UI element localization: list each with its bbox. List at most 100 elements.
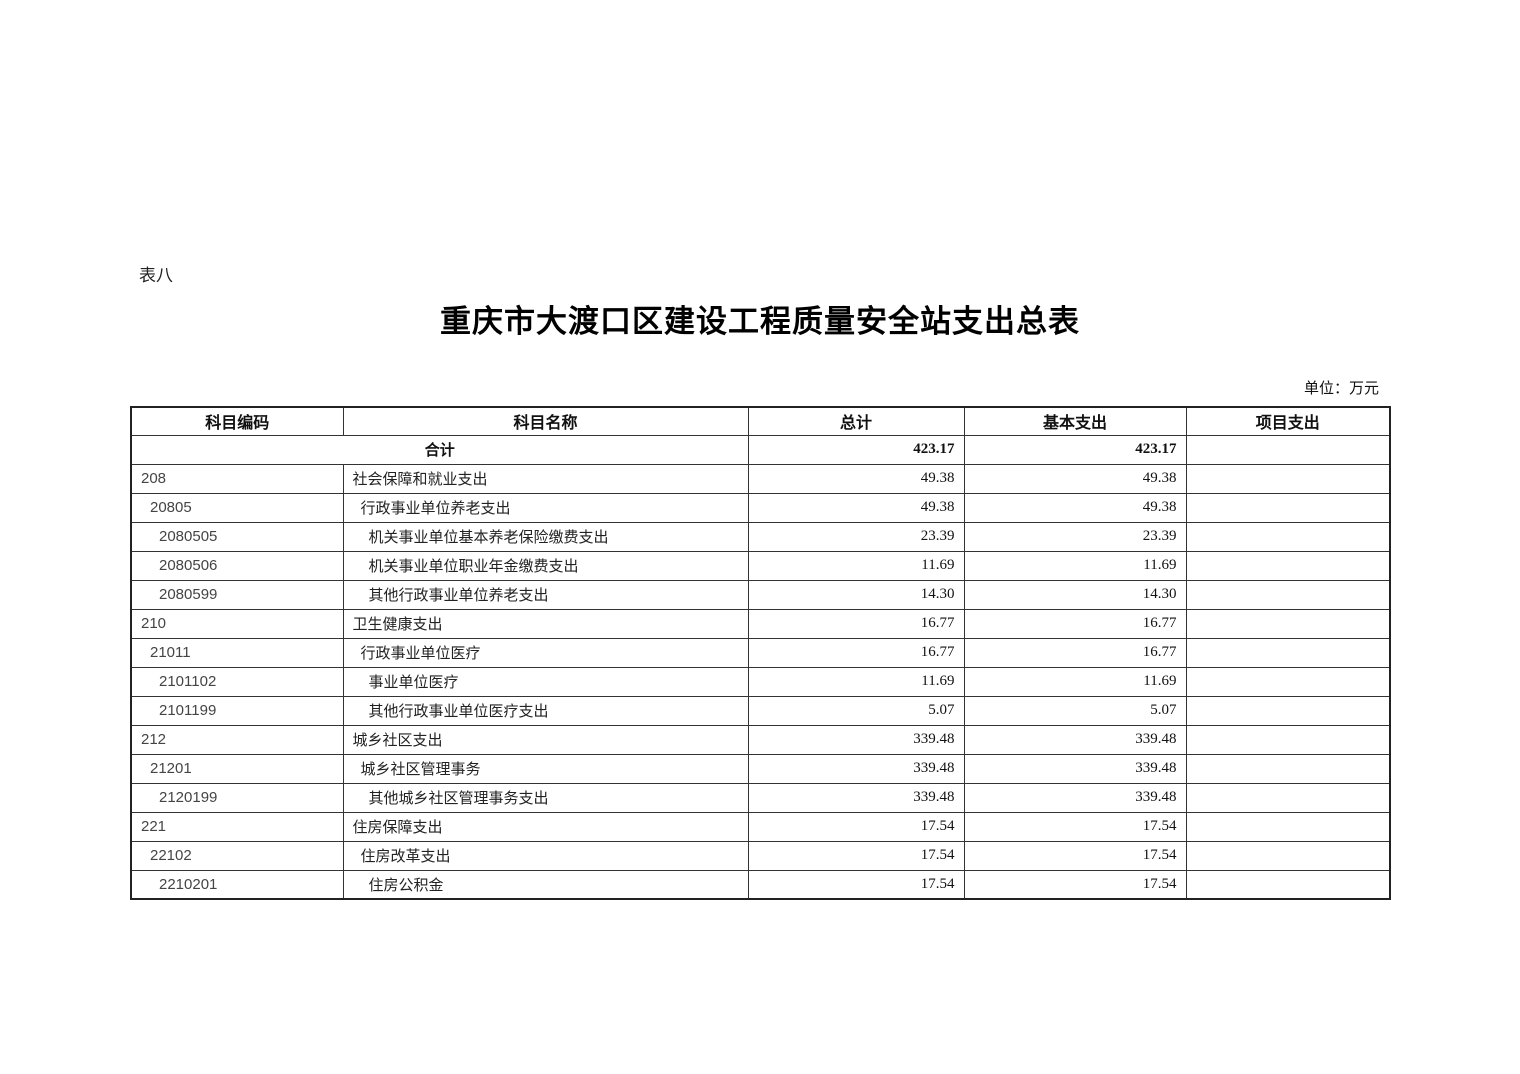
cell-subject-code: 20805 bbox=[130, 492, 344, 523]
table-row: 2080506 机关事业单位职业年金缴费支出 11.69 11.69 bbox=[130, 550, 1391, 581]
cell-total: 49.38 bbox=[747, 463, 965, 494]
header-row: 科目编码 科目名称 总计 基本支出 项目支出 bbox=[130, 406, 1391, 436]
column-header-total: 总计 bbox=[747, 406, 965, 436]
table-row: 20805 行政事业单位养老支出 49.38 49.38 bbox=[130, 492, 1391, 523]
cell-total: 16.77 bbox=[747, 637, 965, 668]
column-header-subject-code: 科目编码 bbox=[130, 406, 344, 436]
cell-subject-code: 221 bbox=[130, 811, 344, 842]
cell-subject-code: 2080506 bbox=[130, 550, 344, 581]
table-row: 21011 行政事业单位医疗 16.77 16.77 bbox=[130, 637, 1391, 668]
cell-basic-expenditure: 49.38 bbox=[963, 463, 1187, 494]
column-header-subject-name: 科目名称 bbox=[342, 406, 749, 436]
cell-project-expenditure bbox=[1185, 869, 1391, 900]
cell-project-expenditure bbox=[1185, 753, 1391, 784]
cell-basic-expenditure: 339.48 bbox=[963, 724, 1187, 755]
table-row: 2101102 事业单位医疗 11.69 11.69 bbox=[130, 666, 1391, 697]
table-number-label: 表八 bbox=[139, 266, 173, 285]
cell-basic-expenditure: 339.48 bbox=[963, 782, 1187, 813]
cell-subject-code: 210 bbox=[130, 608, 344, 639]
cell-basic-expenditure: 23.39 bbox=[963, 521, 1187, 552]
cell-subject-name: 事业单位医疗 bbox=[342, 666, 749, 697]
cell-total: 339.48 bbox=[747, 753, 965, 784]
cell-subject-name: 卫生健康支出 bbox=[342, 608, 749, 639]
cell-subject-code: 2101199 bbox=[130, 695, 344, 726]
cell-total: 11.69 bbox=[747, 550, 965, 581]
cell-project-expenditure bbox=[1185, 579, 1391, 610]
cell-project-expenditure bbox=[1185, 608, 1391, 639]
table-row: 212 城乡社区支出 339.48 339.48 bbox=[130, 724, 1391, 755]
table-row: 21201 城乡社区管理事务 339.48 339.48 bbox=[130, 753, 1391, 784]
cell-subject-name: 机关事业单位基本养老保险缴费支出 bbox=[342, 521, 749, 552]
cell-total: 339.48 bbox=[747, 782, 965, 813]
column-header-project-expenditure: 项目支出 bbox=[1185, 406, 1391, 436]
cell-subject-name: 机关事业单位职业年金缴费支出 bbox=[342, 550, 749, 581]
cell-subject-name: 其他行政事业单位养老支出 bbox=[342, 579, 749, 610]
cell-subject-name: 城乡社区管理事务 bbox=[342, 753, 749, 784]
cell-total: 11.69 bbox=[747, 666, 965, 697]
cell-project-expenditure bbox=[1185, 666, 1391, 697]
cell-basic-expenditure: 339.48 bbox=[963, 753, 1187, 784]
cell-subject-name: 行政事业单位医疗 bbox=[342, 637, 749, 668]
cell-basic-expenditure: 16.77 bbox=[963, 637, 1187, 668]
table-row: 210 卫生健康支出 16.77 16.77 bbox=[130, 608, 1391, 639]
cell-project-expenditure bbox=[1185, 463, 1391, 494]
cell-subject-name: 行政事业单位养老支出 bbox=[342, 492, 749, 523]
cell-project-expenditure bbox=[1185, 521, 1391, 552]
cell-total: 49.38 bbox=[747, 492, 965, 523]
cell-total: 17.54 bbox=[747, 811, 965, 842]
cell-project-expenditure bbox=[1185, 550, 1391, 581]
cell-project-expenditure bbox=[1185, 492, 1391, 523]
cell-subject-code: 212 bbox=[130, 724, 344, 755]
cell-subject-code: 2120199 bbox=[130, 782, 344, 813]
cell-total: 17.54 bbox=[747, 840, 965, 871]
cell-subject-name: 社会保障和就业支出 bbox=[342, 463, 749, 494]
cell-total: 14.30 bbox=[747, 579, 965, 610]
expenditure-table: 科目编码 科目名称 总计 基本支出 项目支出 合计 423.17 423.17 … bbox=[130, 406, 1391, 900]
cell-total: 16.77 bbox=[747, 608, 965, 639]
cell-subject-name: 住房保障支出 bbox=[342, 811, 749, 842]
cell-subject-code: 2210201 bbox=[130, 869, 344, 900]
table-row: 2120199 其他城乡社区管理事务支出 339.48 339.48 bbox=[130, 782, 1391, 813]
cell-total: 339.48 bbox=[747, 724, 965, 755]
table-row: 2210201 住房公积金 17.54 17.54 bbox=[130, 869, 1391, 900]
table-row: 2101199 其他行政事业单位医疗支出 5.07 5.07 bbox=[130, 695, 1391, 726]
cell-subject-name: 城乡社区支出 bbox=[342, 724, 749, 755]
cell-basic-expenditure: 17.54 bbox=[963, 840, 1187, 871]
cell-subject-code: 21011 bbox=[130, 637, 344, 668]
cell-basic-expenditure: 14.30 bbox=[963, 579, 1187, 610]
cell-basic-expenditure: 17.54 bbox=[963, 869, 1187, 900]
cell-basic-expenditure: 16.77 bbox=[963, 608, 1187, 639]
cell-basic-expenditure: 11.69 bbox=[963, 550, 1187, 581]
cell-subject-name: 住房改革支出 bbox=[342, 840, 749, 871]
cell-project-expenditure bbox=[1185, 840, 1391, 871]
cell-subject-code: 2101102 bbox=[130, 666, 344, 697]
table-row: 2080599 其他行政事业单位养老支出 14.30 14.30 bbox=[130, 579, 1391, 610]
total-row: 合计 423.17 423.17 bbox=[130, 434, 1391, 465]
cell-subject-code: 2080505 bbox=[130, 521, 344, 552]
cell-subject-name: 其他城乡社区管理事务支出 bbox=[342, 782, 749, 813]
cell-basic-expenditure: 17.54 bbox=[963, 811, 1187, 842]
cell-total: 5.07 bbox=[747, 695, 965, 726]
cell-subject-name: 住房公积金 bbox=[342, 869, 749, 900]
cell-subject-code: 21201 bbox=[130, 753, 344, 784]
total-row-label: 合计 bbox=[130, 434, 749, 465]
table-row: 221 住房保障支出 17.54 17.54 bbox=[130, 811, 1391, 842]
cell-subject-code: 208 bbox=[130, 463, 344, 494]
cell-subject-name: 其他行政事业单位医疗支出 bbox=[342, 695, 749, 726]
total-row-project bbox=[1185, 434, 1391, 465]
cell-basic-expenditure: 11.69 bbox=[963, 666, 1187, 697]
cell-project-expenditure bbox=[1185, 695, 1391, 726]
cell-total: 17.54 bbox=[747, 869, 965, 900]
cell-total: 23.39 bbox=[747, 521, 965, 552]
cell-project-expenditure bbox=[1185, 724, 1391, 755]
cell-subject-code: 2080599 bbox=[130, 579, 344, 610]
table-row: 22102 住房改革支出 17.54 17.54 bbox=[130, 840, 1391, 871]
cell-project-expenditure bbox=[1185, 811, 1391, 842]
total-row-basic: 423.17 bbox=[963, 434, 1187, 465]
page-title: 重庆市大渡口区建设工程质量安全站支出总表 bbox=[440, 304, 1080, 339]
table-row: 208 社会保障和就业支出 49.38 49.38 bbox=[130, 463, 1391, 494]
total-row-total: 423.17 bbox=[747, 434, 965, 465]
cell-project-expenditure bbox=[1185, 782, 1391, 813]
cell-basic-expenditure: 49.38 bbox=[963, 492, 1187, 523]
